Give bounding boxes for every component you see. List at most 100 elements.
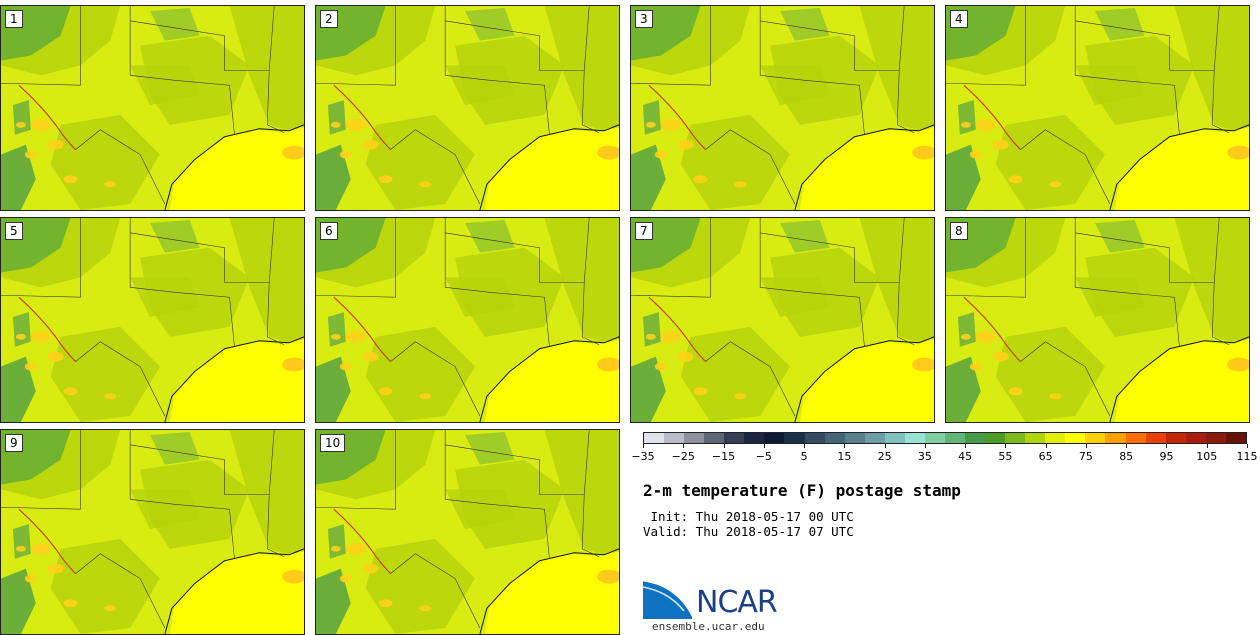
colorbar-swatch [884,433,905,443]
member-label: 9 [5,434,23,452]
member-label: 4 [950,10,968,28]
colorbar-tick [1005,444,1007,448]
colorbar-tick-label: 35 [917,450,932,463]
colorbar-swatch [684,433,705,443]
colorbar-tick [1166,444,1168,448]
colorbar-tick-label: −5 [755,450,772,463]
logo-wordmark: NCAR [696,585,778,620]
temperature-map [631,6,934,210]
colorbar-swatch [1025,433,1046,443]
map-panel: 3 [630,5,935,211]
member-label: 3 [635,10,653,28]
colorbar-tick-label: −35 [631,450,655,463]
temperature-map [1,430,304,634]
temperature-map [1,6,304,210]
temperature-map [1,218,304,422]
plot-title: 2-m temperature (F) postage stamp [643,481,961,500]
colorbar-ticks: −35 −25 −15 −5 5 15 25 35 45 55 65 75 85 95 105 115 [631,444,1258,466]
colorbar-swatch [844,433,865,443]
colorbar-swatch [944,433,965,443]
colorbar-tick-label: 85 [1119,450,1134,463]
colorbar-swatch [1165,433,1186,443]
colorbar-tick [683,444,685,448]
temperature-map [631,218,934,422]
colorbar-swatch [1045,433,1066,443]
colorbar-swatch [664,433,685,443]
temperature-map [946,6,1249,210]
colorbar-tick-label: 115 [1236,450,1258,463]
colorbar-swatch [744,433,765,443]
colorbar-swatch [924,433,945,443]
colorbar-swatch [704,433,725,443]
valid-time: Valid: Thu 2018-05-17 07 UTC [643,524,854,539]
colorbar-tick [643,444,644,448]
colorbar [643,432,1247,444]
member-label: 1 [5,10,23,28]
colorbar-tick [1206,444,1208,448]
member-label: 5 [5,222,23,240]
init-time: Init: Thu 2018-05-17 00 UTC [643,509,854,524]
colorbar-swatch [644,433,665,443]
colorbar-swatch [764,433,785,443]
ncar-logo-icon [642,578,692,619]
member-label: 2 [320,10,338,28]
colorbar-swatch [1185,433,1206,443]
map-panel: 7 [630,217,935,423]
colorbar-swatch [985,433,1006,443]
map-panel: 8 [945,217,1250,423]
temperature-map [316,218,619,422]
colorbar-swatch [864,433,885,443]
member-label: 8 [950,222,968,240]
colorbar-tick [1247,444,1248,448]
colorbar-tick-label: 5 [800,450,808,463]
colorbar-tick [1126,444,1128,448]
colorbar-tick-label: 15 [837,450,852,463]
member-label: 10 [320,434,346,452]
colorbar-tick [844,444,846,448]
colorbar-swatch [804,433,825,443]
colorbar-tick-label: 75 [1078,450,1093,463]
colorbar-swatch [904,433,925,443]
temperature-map [946,218,1249,422]
colorbar-tick-label: 25 [877,450,892,463]
colorbar-tick-label: −15 [711,450,736,463]
map-panel: 4 [945,5,1250,211]
map-panel: 9 [0,429,305,635]
colorbar-tick-label: −25 [671,450,695,463]
logo-url: ensemble.ucar.edu [652,620,765,633]
map-panel: 10 [315,429,620,635]
colorbar-tick [1045,444,1047,448]
colorbar-tick-label: 105 [1196,450,1218,463]
colorbar-swatch [824,433,845,443]
colorbar-tick-label: 65 [1038,450,1053,463]
member-label: 7 [635,222,653,240]
colorbar-swatch [1225,433,1246,443]
map-panel: 2 [315,5,620,211]
colorbar-tick [763,444,765,448]
colorbar-tick-label: 55 [998,450,1013,463]
colorbar-tick [723,444,725,448]
colorbar-swatch [1105,433,1126,443]
colorbar-tick [884,444,886,448]
colorbar-tick [1085,444,1087,448]
colorbar-swatch [1145,433,1166,443]
colorbar-tick [965,444,967,448]
temperature-map [316,6,619,210]
colorbar-swatch [724,433,745,443]
temperature-map [316,430,619,634]
colorbar-swatch [1005,433,1026,443]
colorbar-tick [924,444,926,448]
map-panel: 5 [0,217,305,423]
colorbar-tick [804,444,806,448]
colorbar-swatch [1125,433,1146,443]
colorbar-tick-label: 95 [1159,450,1174,463]
colorbar-swatch [784,433,805,443]
member-label: 6 [320,222,338,240]
map-panel: 1 [0,5,305,211]
colorbar-tick-label: 45 [958,450,973,463]
map-panel: 6 [315,217,620,423]
colorbar-swatch [1065,433,1086,443]
colorbar-swatch [965,433,986,443]
colorbar-swatch [1085,433,1106,443]
colorbar-swatch [1205,433,1226,443]
